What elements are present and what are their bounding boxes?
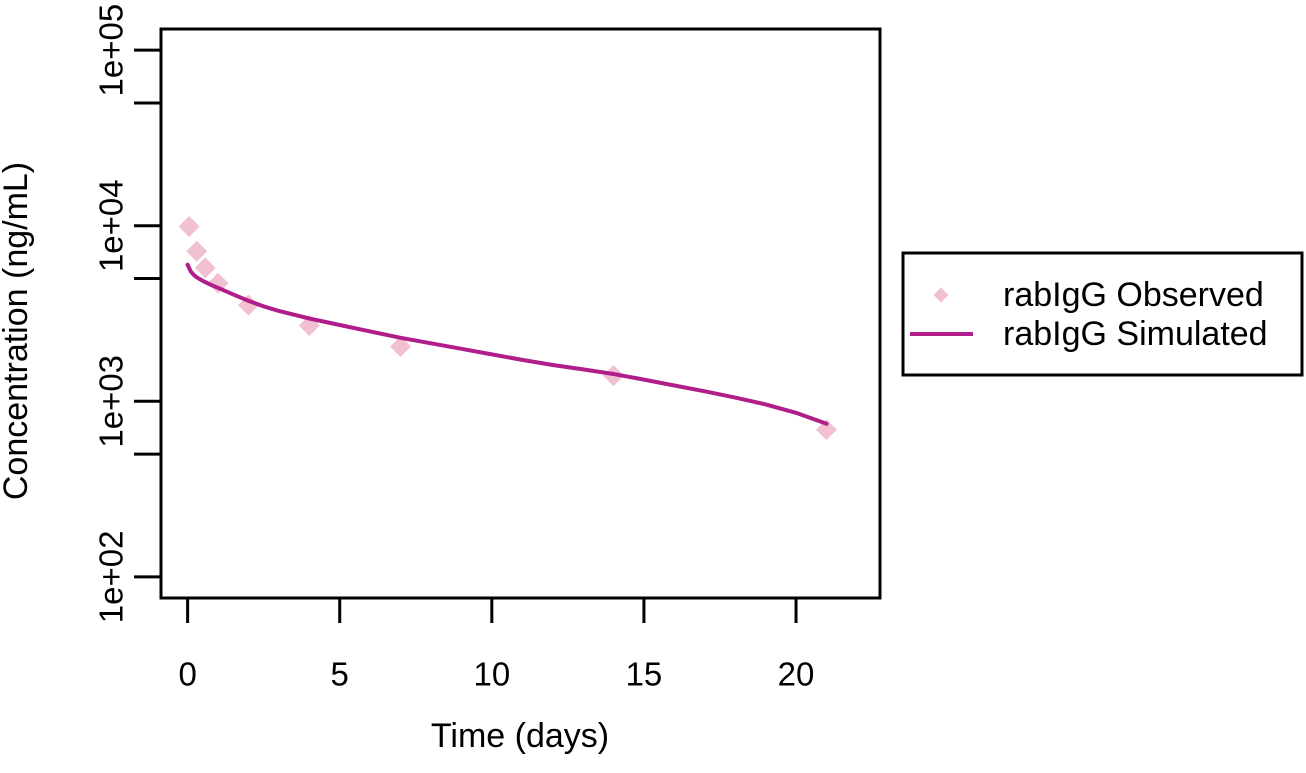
observed-point-diamond [815,419,837,441]
legend-diamond-marker-icon [933,287,949,303]
plot-box [159,27,882,600]
x-axis: 0 5 10 15 20 [178,598,814,693]
observed-point-diamond [194,257,216,279]
y-tick-label: 1e+05 [93,4,130,97]
legend-box [901,251,1304,377]
observed-point-diamond [178,215,200,237]
x-tick-label: 0 [178,656,196,693]
plot-data-layer [178,215,837,441]
x-tick-label: 10 [473,656,510,693]
legend-label-observed: rabIgG Observed [1003,276,1264,314]
x-tick-label: 20 [778,656,815,693]
y-tick-label: 1e+03 [93,355,130,448]
x-axis-title: Time (days) [431,717,609,755]
y-axis: 1e+05 1e+04 1e+03 1e+02 [93,4,161,624]
observed-point-diamond [186,240,208,262]
x-tick-label: 15 [626,656,663,693]
legend: rabIgG Observed rabIgG Simulated [901,251,1304,377]
y-tick-label: 1e+02 [93,531,130,624]
y-axis-title: Concentration (ng/mL) [0,162,35,500]
observed-point-diamond [390,336,412,358]
x-tick-label: 5 [331,656,349,693]
legend-label-simulated: rabIgG Simulated [1003,315,1268,353]
y-tick-label: 1e+04 [93,179,130,272]
simulated-line [185,262,829,426]
